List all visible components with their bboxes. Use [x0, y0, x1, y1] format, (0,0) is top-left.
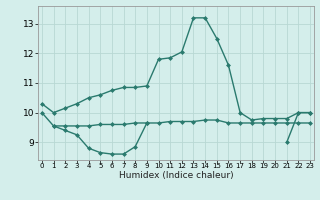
- X-axis label: Humidex (Indice chaleur): Humidex (Indice chaleur): [119, 171, 233, 180]
